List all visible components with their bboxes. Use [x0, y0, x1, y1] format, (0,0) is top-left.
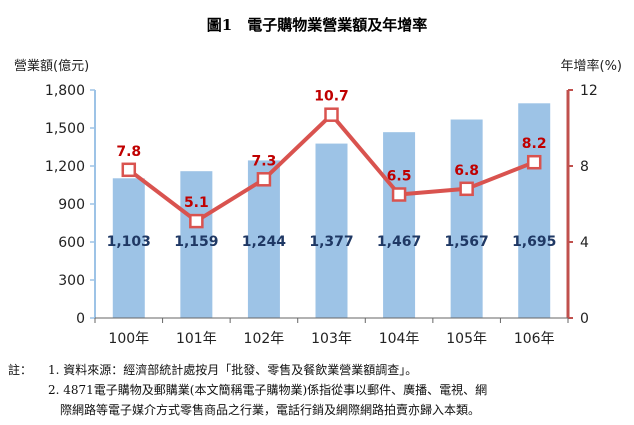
growth-rate-label-5: 6.8	[454, 163, 479, 179]
x-tick-label-2: 102年	[244, 331, 285, 347]
y-axis-right-label: 年增率(%)	[561, 58, 623, 74]
growth-rate-label-1: 5.1	[184, 195, 209, 211]
growth-rate-point-4	[391, 187, 407, 202]
growth-rate-point-3	[324, 107, 339, 122]
bar-label-3: 1,377	[309, 234, 353, 250]
y-tick-left-6: 1,800	[45, 83, 85, 99]
y-tick-left-4: 1,200	[45, 159, 85, 175]
bar-5	[450, 119, 483, 318]
bar-1	[180, 171, 213, 318]
y-axis-left-label: 營業額(億元)	[14, 58, 89, 74]
growth-rate-label-3: 10.7	[314, 89, 349, 105]
bar-label-5: 1,567	[444, 234, 488, 250]
bar-label-2: 1,244	[242, 234, 287, 250]
y-tick-right-2: 8	[580, 159, 589, 175]
y-tick-left-0: 0	[76, 311, 85, 327]
growth-rate-point-2	[256, 172, 272, 187]
bar-6	[518, 103, 551, 318]
footnote-prefix: 註：	[8, 363, 33, 377]
y-tick-right-0: 0	[580, 311, 589, 327]
x-tick-label-5: 105年	[446, 331, 487, 347]
bar-4	[383, 132, 416, 318]
y-tick-right-3: 12	[580, 83, 598, 99]
chart-title: 圖1 電子購物業營業額及年增率	[207, 16, 427, 34]
x-tick-label-6: 106年	[514, 331, 555, 347]
footnote-1: 註： 1. 資料來源：經濟部統計處按月「批發、零售及餐飲業營業額調查」。	[8, 360, 630, 380]
growth-rate-label-0: 7.8	[116, 144, 141, 160]
growth-rate-label-2: 7.3	[252, 153, 277, 169]
bar-0	[112, 178, 145, 318]
x-tick-label-1: 101年	[176, 331, 217, 347]
growth-rate-label-6: 8.2	[522, 136, 547, 152]
x-tick-label-3: 103年	[311, 331, 352, 347]
y-tick-left-3: 900	[58, 197, 85, 213]
growth-rate-point-0	[121, 162, 137, 178]
bar-3	[315, 143, 348, 318]
bar-label-4: 1,467	[377, 234, 421, 250]
bar-label-1: 1,159	[174, 234, 218, 250]
growth-rate-point-6	[526, 154, 542, 170]
footnote-2-continued: 際網路等電子媒介方式零售商品之行業，電話行銷及網際網路拍賣亦歸入本類。	[60, 403, 481, 417]
footnotes: 註： 1. 資料來源：經濟部統計處按月「批發、零售及餐飲業營業額調查」。 2. 4…	[8, 360, 630, 420]
growth-rate-point-1	[189, 213, 204, 229]
bar-label-6: 1,695	[512, 234, 556, 250]
x-tick-label-4: 104年	[379, 331, 420, 347]
y-tick-right-1: 4	[580, 235, 589, 251]
footnote-2: 2. 4871電子購物及郵購業(本文簡稱電子購物業)係指從事以郵件、廣播、電視、…	[48, 383, 488, 397]
y-tick-left-1: 300	[58, 273, 85, 289]
y-tick-left-2: 600	[58, 235, 85, 251]
growth-rate-point-5	[459, 181, 474, 197]
x-tick-label-0: 100年	[108, 331, 149, 347]
growth-rate-label-4: 6.5	[387, 169, 412, 185]
bar-label-0: 1,103	[107, 234, 151, 250]
y-tick-left-5: 1,500	[45, 121, 85, 137]
